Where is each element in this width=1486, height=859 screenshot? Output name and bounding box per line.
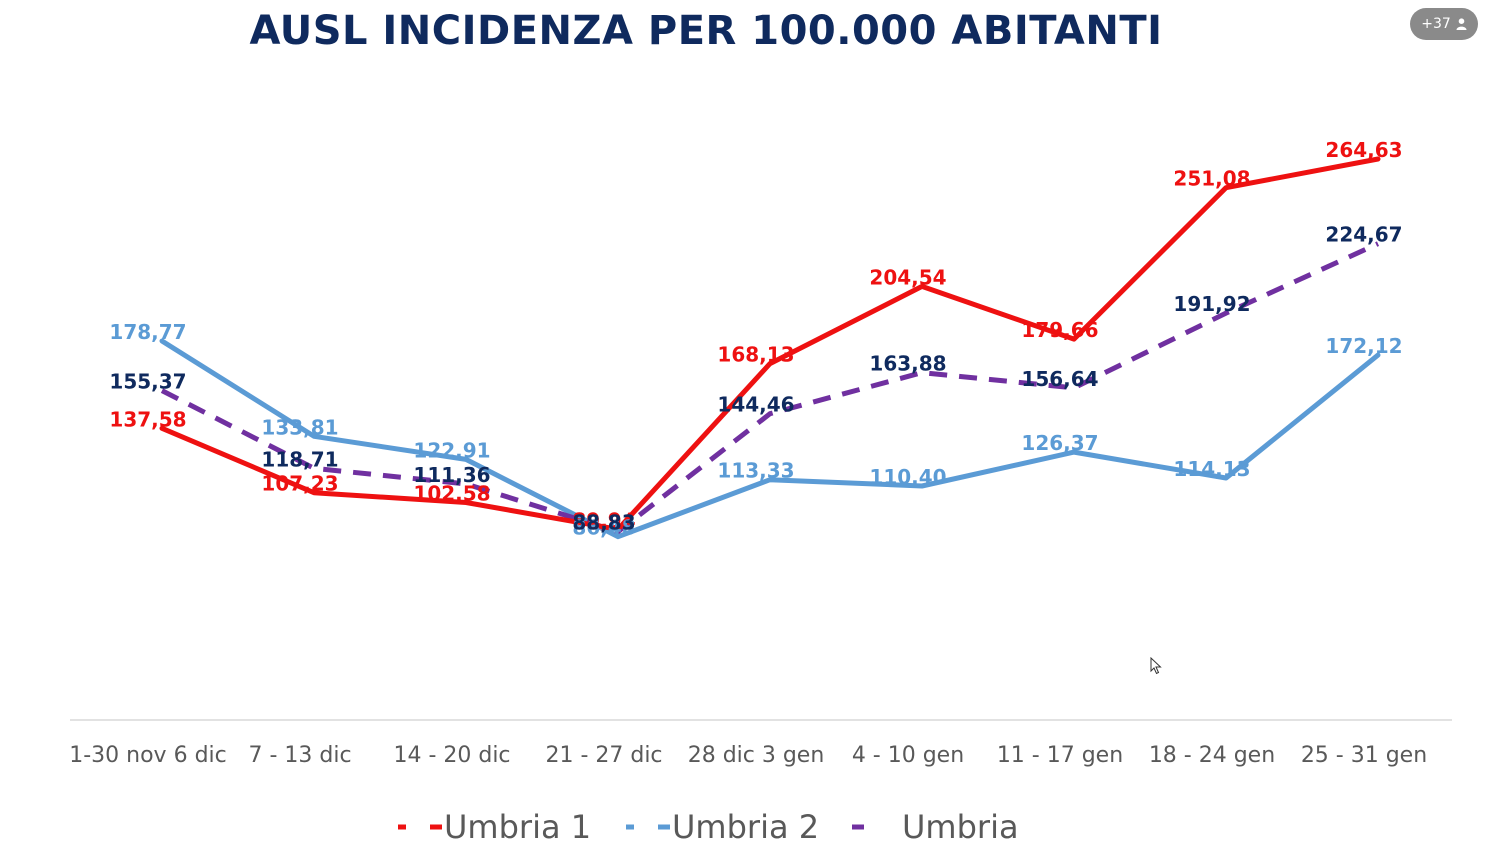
data-label-umbria-1: 137,58 bbox=[109, 407, 186, 431]
data-label-umbria: 224,67 bbox=[1325, 223, 1402, 247]
data-label-umbria: 155,37 bbox=[109, 370, 186, 394]
data-label-umbria: 88,83 bbox=[572, 511, 635, 535]
x-tick-label: 7 - 13 dic bbox=[248, 743, 351, 768]
data-label-umbria: 118,71 bbox=[261, 447, 338, 471]
x-tick-label: 11 - 17 gen bbox=[997, 743, 1123, 768]
data-label-umbria: 144,46 bbox=[717, 393, 794, 417]
data-label-umbria-2: 113,33 bbox=[717, 459, 794, 483]
chart-title: AUSL INCIDENZA PER 100.000 ABITANTI bbox=[249, 8, 1163, 54]
x-tick-label: 4 - 10 gen bbox=[852, 743, 964, 768]
data-label-umbria-1: 264,63 bbox=[1325, 138, 1402, 162]
x-tick-label: 1-30 nov 6 dic bbox=[69, 743, 227, 768]
data-label-umbria-1: 168,13 bbox=[717, 343, 794, 367]
data-label-umbria: 163,88 bbox=[869, 352, 946, 376]
data-label-umbria: 111,36 bbox=[413, 463, 490, 487]
x-tick-label: 21 - 27 dic bbox=[545, 743, 662, 768]
data-label-umbria-1: 89,94 bbox=[572, 508, 635, 532]
data-label-umbria-2: 86,48 bbox=[572, 516, 635, 540]
legend-item-umbria-1: Umbria 1 bbox=[398, 808, 591, 846]
data-label-umbria-1: 251,08 bbox=[1173, 167, 1250, 191]
data-label-umbria-2: 122,91 bbox=[413, 438, 490, 462]
legend-label: Umbria 2 bbox=[672, 808, 819, 846]
participants-badge[interactable]: +37 bbox=[1410, 8, 1478, 40]
legend-item-umbria-2: Umbria 2 bbox=[626, 808, 819, 846]
legend-label: Umbria bbox=[902, 808, 1019, 846]
data-label-umbria: 156,64 bbox=[1021, 367, 1098, 391]
participants-count: +37 bbox=[1421, 16, 1451, 32]
data-label-umbria-2: 133,81 bbox=[261, 415, 338, 439]
x-tick-label: 28 dic 3 gen bbox=[688, 743, 825, 768]
series-line-umbria-2 bbox=[159, 338, 1381, 540]
data-label-umbria: 191,92 bbox=[1173, 292, 1250, 316]
data-label-umbria-2: 178,77 bbox=[109, 320, 186, 344]
person-icon bbox=[1456, 18, 1467, 30]
legend-label: Umbria 1 bbox=[444, 808, 591, 846]
data-label-umbria-1: 179,66 bbox=[1021, 318, 1098, 342]
series-line-umbria-1 bbox=[159, 156, 1381, 532]
x-tick-label: 25 - 31 gen bbox=[1301, 743, 1427, 768]
data-label-umbria-2: 114,13 bbox=[1173, 457, 1250, 481]
mouse-pointer-icon bbox=[1150, 657, 1162, 675]
data-label-umbria-1: 102,58 bbox=[413, 482, 490, 506]
x-tick-label: 18 - 24 gen bbox=[1149, 743, 1275, 768]
data-label-umbria-1: 107,23 bbox=[261, 472, 338, 496]
series-line-umbria bbox=[160, 241, 1380, 535]
data-label-umbria-2: 172,12 bbox=[1325, 334, 1402, 358]
data-label-umbria-2: 126,37 bbox=[1021, 431, 1098, 455]
data-label-umbria-1: 204,54 bbox=[869, 265, 946, 289]
legend-item-umbria: Umbria bbox=[852, 808, 1019, 846]
data-label-umbria-2: 110,40 bbox=[869, 465, 946, 489]
x-tick-label: 14 - 20 dic bbox=[393, 743, 510, 768]
